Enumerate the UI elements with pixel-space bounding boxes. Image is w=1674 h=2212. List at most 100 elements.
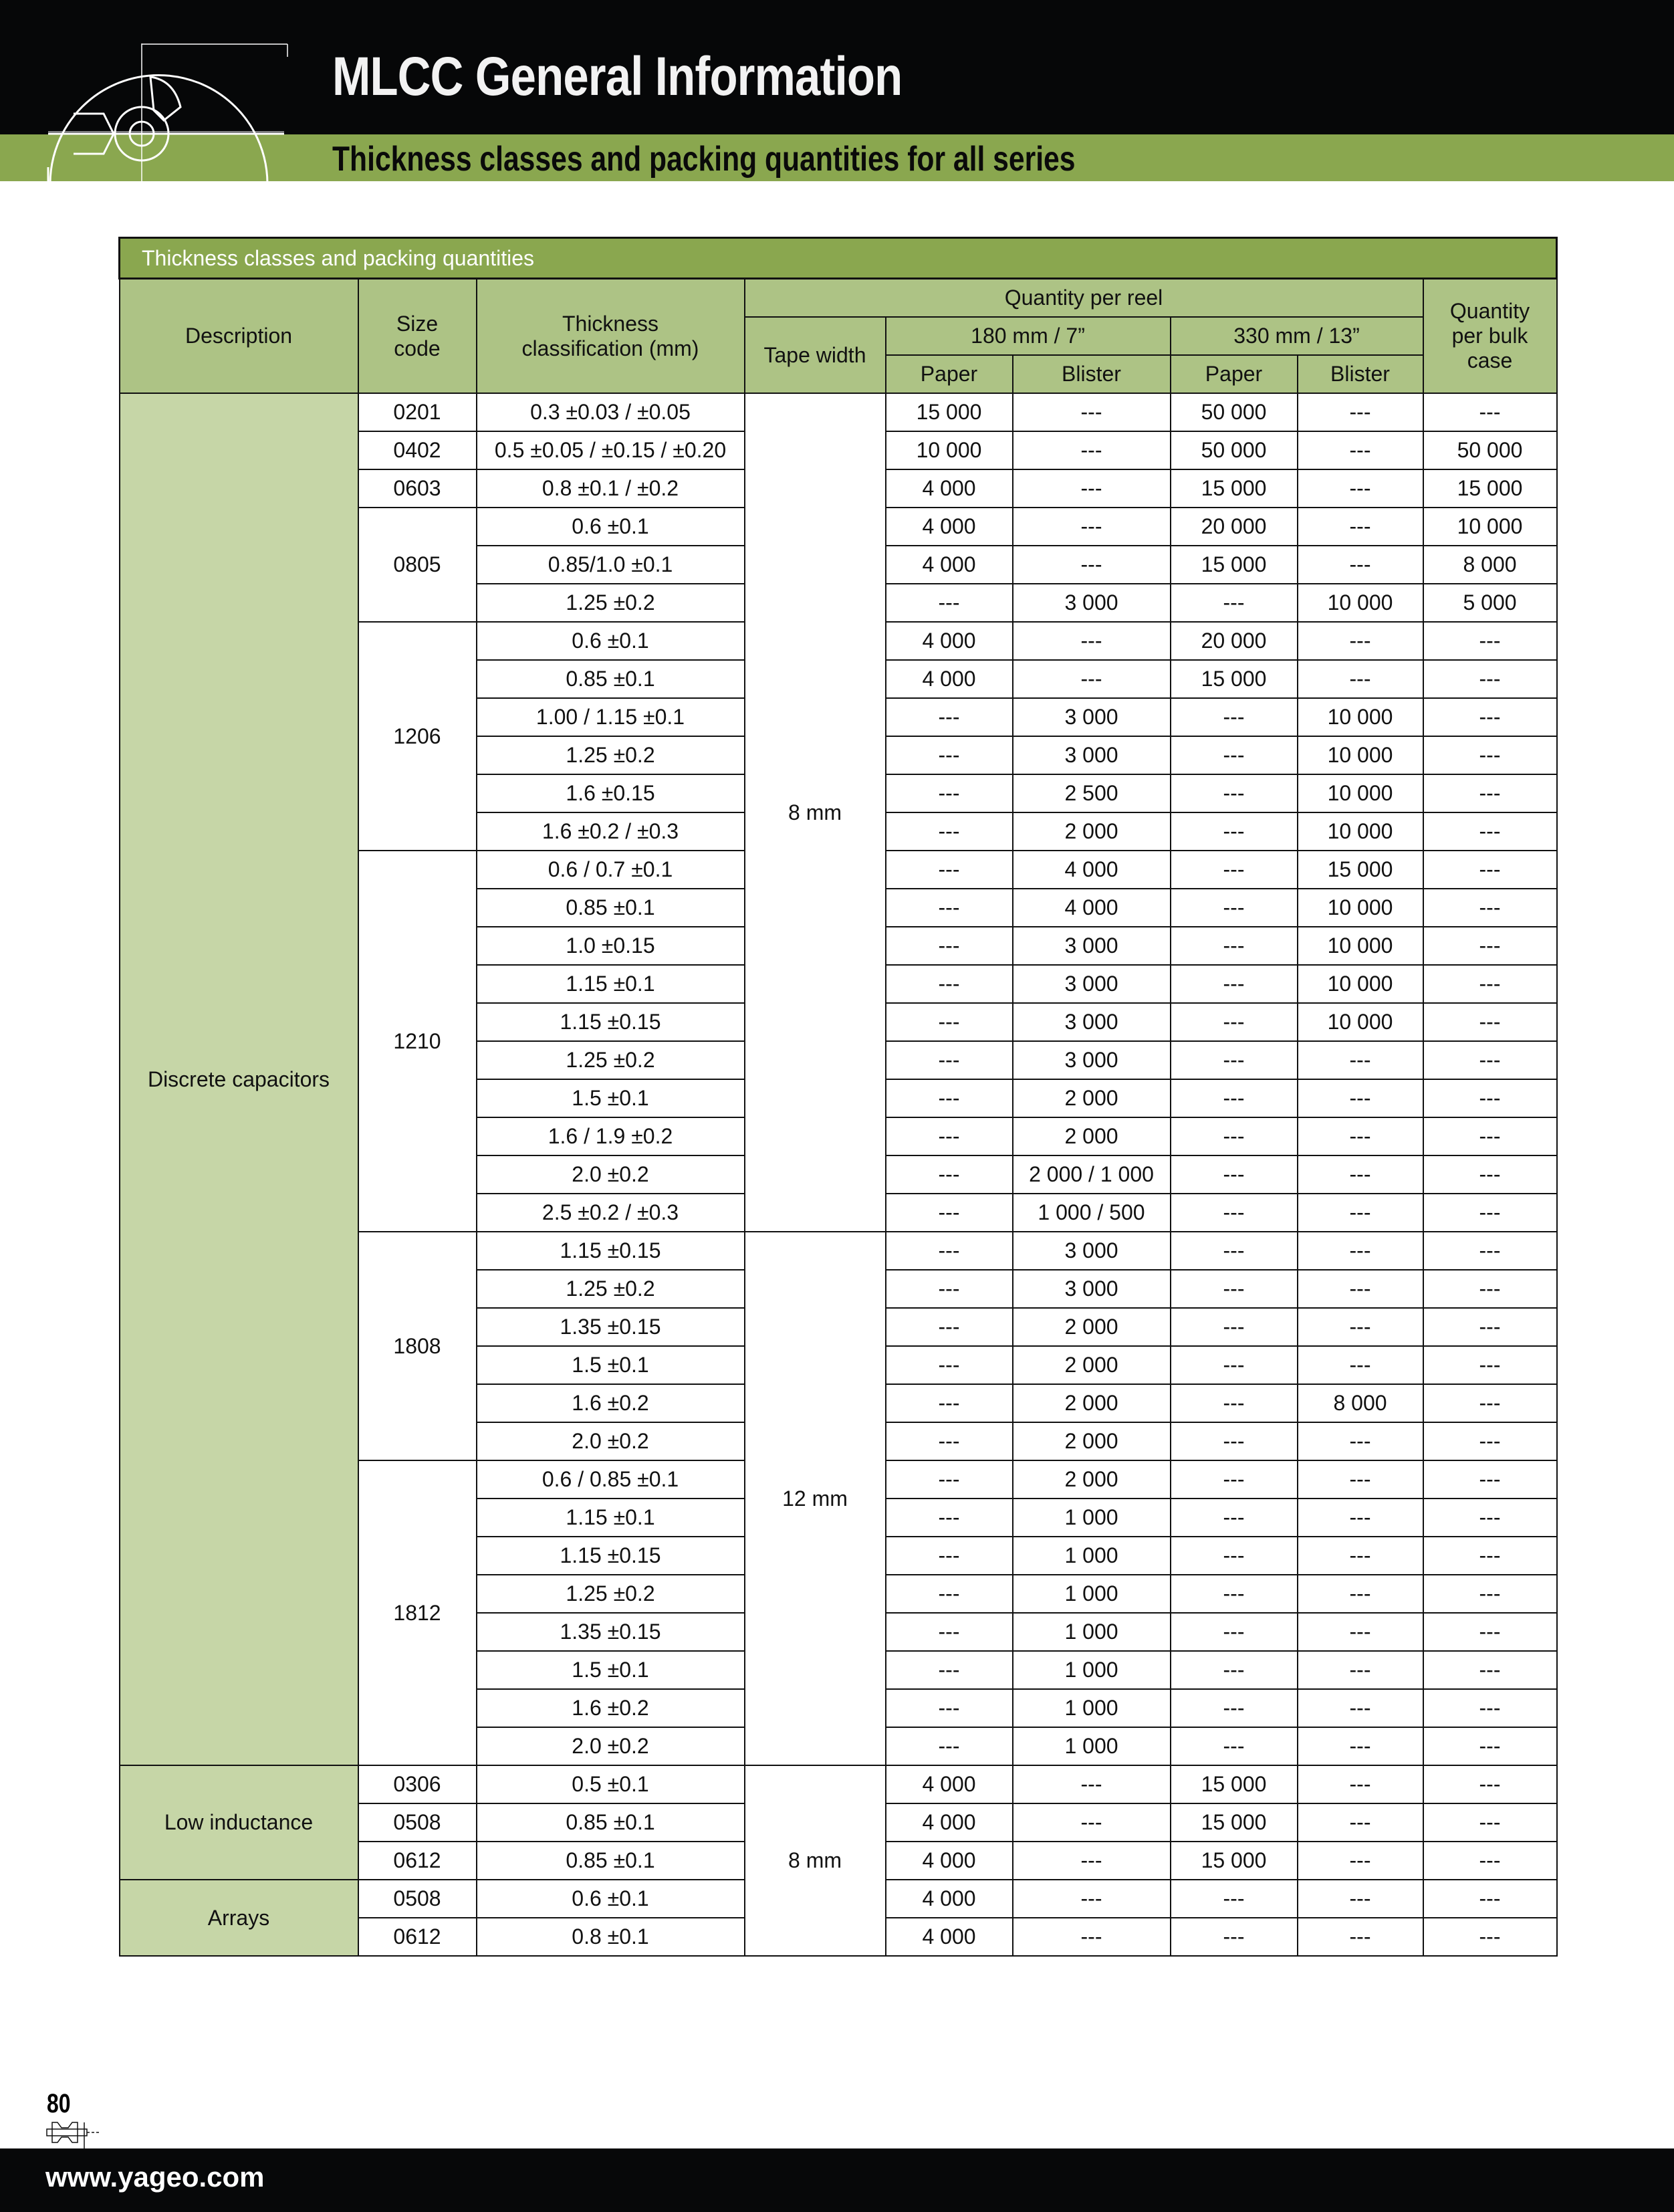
blister-180-cell: --- (1011, 469, 1171, 508)
thickness-cell: 1.25 ±0.2 (475, 1574, 745, 1614)
blister-330-cell: 10 000 (1296, 736, 1424, 775)
blister-180-cell: --- (1011, 1917, 1171, 1957)
bulk-case-cell: --- (1422, 1193, 1558, 1232)
website-link[interactable]: www.yageo.com (45, 2161, 265, 2193)
header-reel-330: 330 mm / 13” (1169, 316, 1424, 356)
paper-330-cell: --- (1169, 1384, 1298, 1423)
blister-330-cell: --- (1296, 1765, 1424, 1804)
blister-330-cell: --- (1296, 1727, 1424, 1766)
blister-180-cell: 2 000 / 1 000 (1011, 1155, 1171, 1194)
paper-330-cell: --- (1169, 736, 1298, 775)
paper-330-cell: --- (1169, 1040, 1298, 1080)
size-code-cell: 0603 (357, 469, 477, 508)
thickness-cell: 1.25 ±0.2 (475, 583, 745, 623)
blister-180-cell: --- (1011, 431, 1171, 470)
table-row: 1206 0.6 ±0.1 4 000 --- 20 000 --- --- (120, 621, 1558, 851)
blister-330-cell: 10 000 (1296, 812, 1424, 851)
paper-180-cell: --- (884, 888, 1013, 927)
paper-180-cell: --- (884, 1117, 1013, 1156)
blister-330-cell: --- (1296, 621, 1424, 661)
bulk-case-cell: --- (1422, 1231, 1558, 1270)
paper-330-cell: --- (1169, 1269, 1298, 1309)
blister-180-cell: 1 000 (1011, 1498, 1171, 1537)
size-code-cell: 1808 (357, 1231, 477, 1461)
paper-330-cell: --- (1169, 1727, 1298, 1766)
header-paper-180: Paper (884, 354, 1013, 394)
thickness-cell: 1.15 ±0.1 (475, 1498, 745, 1537)
blister-330-cell: --- (1296, 469, 1424, 508)
paper-330-cell: 15 000 (1169, 1765, 1298, 1804)
paper-180-cell: --- (884, 1193, 1013, 1232)
blister-330-cell: --- (1296, 1917, 1424, 1957)
size-code-cell: 1210 (357, 850, 477, 1232)
thickness-cell: 1.25 ±0.2 (475, 1269, 745, 1309)
table-row: 0.85 ±0.1 --- 4 000 --- 10 000 --- (120, 888, 1558, 927)
paper-330-cell: --- (1169, 1002, 1298, 1042)
thickness-cell: 1.0 ±0.15 (475, 926, 745, 966)
capacitor-icon (46, 2122, 99, 2150)
bulk-case-cell: --- (1422, 1917, 1558, 1957)
paper-180-cell: --- (884, 1612, 1013, 1652)
bulk-case-cell: --- (1422, 964, 1558, 1004)
table-row: 0508 0.85 ±0.1 4 000 --- 15 000 --- --- (120, 1803, 1558, 1842)
paper-330-cell: --- (1169, 1574, 1298, 1614)
blister-180-cell: 2 000 (1011, 1345, 1171, 1385)
blister-180-cell: 2 000 (1011, 1307, 1171, 1347)
paper-180-cell: --- (884, 1650, 1013, 1690)
size-code-cell: 0508 (357, 1803, 477, 1842)
paper-180-cell: --- (884, 850, 1013, 889)
blister-330-cell: --- (1296, 1155, 1424, 1194)
paper-330-cell: --- (1169, 1536, 1298, 1575)
header-thickness: Thickness classification (mm) (475, 278, 745, 394)
header-description: Description (118, 278, 359, 394)
blister-330-cell: --- (1296, 507, 1424, 546)
header-tape-width: Tape width (743, 316, 886, 394)
table-row: 1.25 ±0.2 --- 1 000 --- --- --- (120, 1574, 1558, 1614)
paper-330-cell: --- (1169, 964, 1298, 1004)
thickness-cell: 1.15 ±0.15 (475, 1002, 745, 1042)
paper-330-cell: 20 000 (1169, 507, 1298, 546)
table-row: 0.85 ±0.1 4 000 --- 15 000 --- --- (120, 659, 1558, 699)
blister-180-cell: 3 000 (1011, 1231, 1171, 1270)
paper-330-cell: --- (1169, 1193, 1298, 1232)
paper-330-cell: --- (1169, 1498, 1298, 1537)
paper-330-cell: --- (1169, 1460, 1298, 1499)
bulk-case-cell: 15 000 (1422, 469, 1558, 508)
blister-330-cell: 10 000 (1296, 1002, 1424, 1042)
paper-330-cell: --- (1169, 888, 1298, 927)
header-reel-180: 180 mm / 7” (884, 316, 1171, 356)
paper-330-cell: --- (1169, 1231, 1298, 1270)
bulk-case-cell: --- (1422, 1612, 1558, 1652)
table-row: 1.25 ±0.2 --- 3 000 --- --- --- (120, 1040, 1558, 1080)
paper-330-cell: --- (1169, 926, 1298, 966)
thickness-cell: 0.8 ±0.1 (475, 1917, 745, 1957)
blister-330-cell: --- (1296, 1040, 1424, 1080)
bulk-case-cell: --- (1422, 1841, 1558, 1880)
paper-330-cell: --- (1169, 1117, 1298, 1156)
blister-330-cell: 10 000 (1296, 697, 1424, 737)
paper-330-cell: 15 000 (1169, 1841, 1298, 1880)
blister-330-cell: --- (1296, 1803, 1424, 1842)
table-row: Discrete capacitors 0201 0.3 ±0.03 / ±0.05… (118, 393, 1558, 1766)
paper-180-cell: 4 000 (884, 621, 1013, 661)
size-code-cell: 0508 (357, 1879, 477, 1918)
blister-180-cell: 2 000 (1011, 1422, 1171, 1461)
blister-330-cell: --- (1296, 1269, 1424, 1309)
bulk-case-cell: 50 000 (1422, 431, 1558, 470)
thickness-cell: 1.5 ±0.1 (475, 1650, 745, 1690)
paper-330-cell: 15 000 (1169, 545, 1298, 584)
blister-330-cell: --- (1296, 659, 1424, 699)
blister-330-cell: --- (1296, 1688, 1424, 1728)
bulk-case-cell: --- (1422, 621, 1558, 661)
blister-180-cell: 1 000 (1011, 1536, 1171, 1575)
paper-180-cell: --- (884, 812, 1013, 851)
thickness-cell: 0.85 ±0.1 (475, 659, 745, 699)
description-cell: Discrete capacitors (118, 393, 359, 1766)
bulk-case-cell: --- (1422, 1803, 1558, 1842)
bulk-case-cell: --- (1422, 1002, 1558, 1042)
paper-180-cell: --- (884, 1231, 1013, 1270)
table-row: 1.15 ±0.1 --- 1 000 --- --- --- (120, 1498, 1558, 1537)
paper-180-cell: --- (884, 1536, 1013, 1575)
paper-180-cell: 4 000 (884, 659, 1013, 699)
paper-330-cell: 15 000 (1169, 1803, 1298, 1842)
